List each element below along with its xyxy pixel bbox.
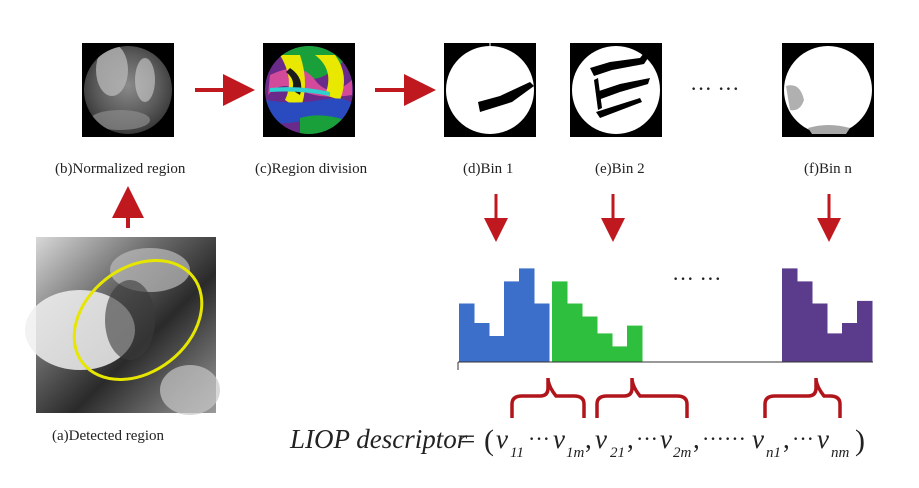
caption-region-division: (c)Region division <box>255 161 368 177</box>
histogram-bar-bin2-5 <box>612 346 628 362</box>
histogram-bar-binn-1 <box>782 268 798 362</box>
histogram-bar-binn-3 <box>812 303 828 362</box>
formula-v2m: v <box>660 424 672 454</box>
brace-bin1 <box>510 377 586 418</box>
formula-dots-1: ··· <box>528 426 550 451</box>
histogram-bar-bin2-4 <box>597 333 613 362</box>
binn-image <box>782 43 874 137</box>
formula-v11: v <box>496 424 508 454</box>
formula-sub-n1: n1 <box>766 445 781 461</box>
bin1-image <box>444 43 536 137</box>
formula-sub-nm: nm <box>831 445 850 461</box>
histogram-ellipsis: ··· ··· <box>672 266 721 291</box>
formula-sub-1m: 1m <box>566 445 585 461</box>
region-division-image <box>263 43 355 137</box>
detected-region-ellipse <box>72 259 204 381</box>
histogram-bar-bin2-1 <box>552 281 568 362</box>
formula-dots-3: ··· <box>792 426 814 451</box>
caption-normalized-region: (b)Normalized region <box>55 161 186 177</box>
histogram-bar-bin2-6 <box>627 325 643 362</box>
formula-dots-2: ··· <box>636 426 658 451</box>
histogram-bar-binn-2 <box>797 281 813 362</box>
caption-bin2: (e)Bin 2 <box>595 161 645 177</box>
caption-bin1: (d)Bin 1 <box>463 161 513 177</box>
formula-vn1: v <box>752 424 764 454</box>
formula-close-paren: ) <box>855 424 865 457</box>
formula-sub-11: 11 <box>510 445 524 461</box>
liop-histogram <box>457 268 873 370</box>
histogram-bar-bin1-4 <box>504 281 520 362</box>
histogram-bar-bin2-3 <box>582 316 598 362</box>
formula-label: LIOP descriptor <box>289 424 468 454</box>
formula-v1m: v <box>553 424 565 454</box>
caption-detected-region: (a)Detected region <box>52 428 165 444</box>
histogram-bar-binn-6 <box>857 300 873 362</box>
histogram-bar-bin1-6 <box>534 303 550 362</box>
formula-sub-2m: 2m <box>673 445 692 461</box>
formula-long-dots: ······ <box>702 426 746 451</box>
histogram-bar-bin1-3 <box>489 336 505 362</box>
brace-bin2 <box>595 377 689 418</box>
formula-vnm: v <box>817 424 829 454</box>
formula-comma-3: , <box>693 424 700 454</box>
brace-binn <box>763 377 842 418</box>
top-ellipsis: ··· ··· <box>690 76 739 101</box>
normalized-region-image <box>82 43 174 137</box>
formula-sub-21: 21 <box>610 445 625 461</box>
bin2-image <box>570 43 662 137</box>
formula-comma-1: , <box>585 424 592 454</box>
histogram-bar-bin1-1 <box>459 303 475 362</box>
histogram-bar-binn-5 <box>842 323 858 362</box>
caption-binn: (f)Bin n <box>804 161 852 177</box>
formula-equals: = <box>460 424 475 454</box>
formula-comma-4: , <box>783 424 790 454</box>
histogram-bar-binn-4 <box>827 333 843 362</box>
formula-comma-2: , <box>627 424 634 454</box>
histogram-bar-bin2-2 <box>567 303 583 362</box>
histogram-bar-bin1-2 <box>474 323 490 362</box>
histogram-bar-bin1-5 <box>519 268 535 362</box>
liop-descriptor-formula: LIOP descriptor = ( v 11 ··· v 1m , v 21… <box>289 424 865 461</box>
detected-region-image <box>25 237 220 415</box>
formula-v21: v <box>595 424 607 454</box>
formula-open-paren: ( <box>484 424 494 457</box>
